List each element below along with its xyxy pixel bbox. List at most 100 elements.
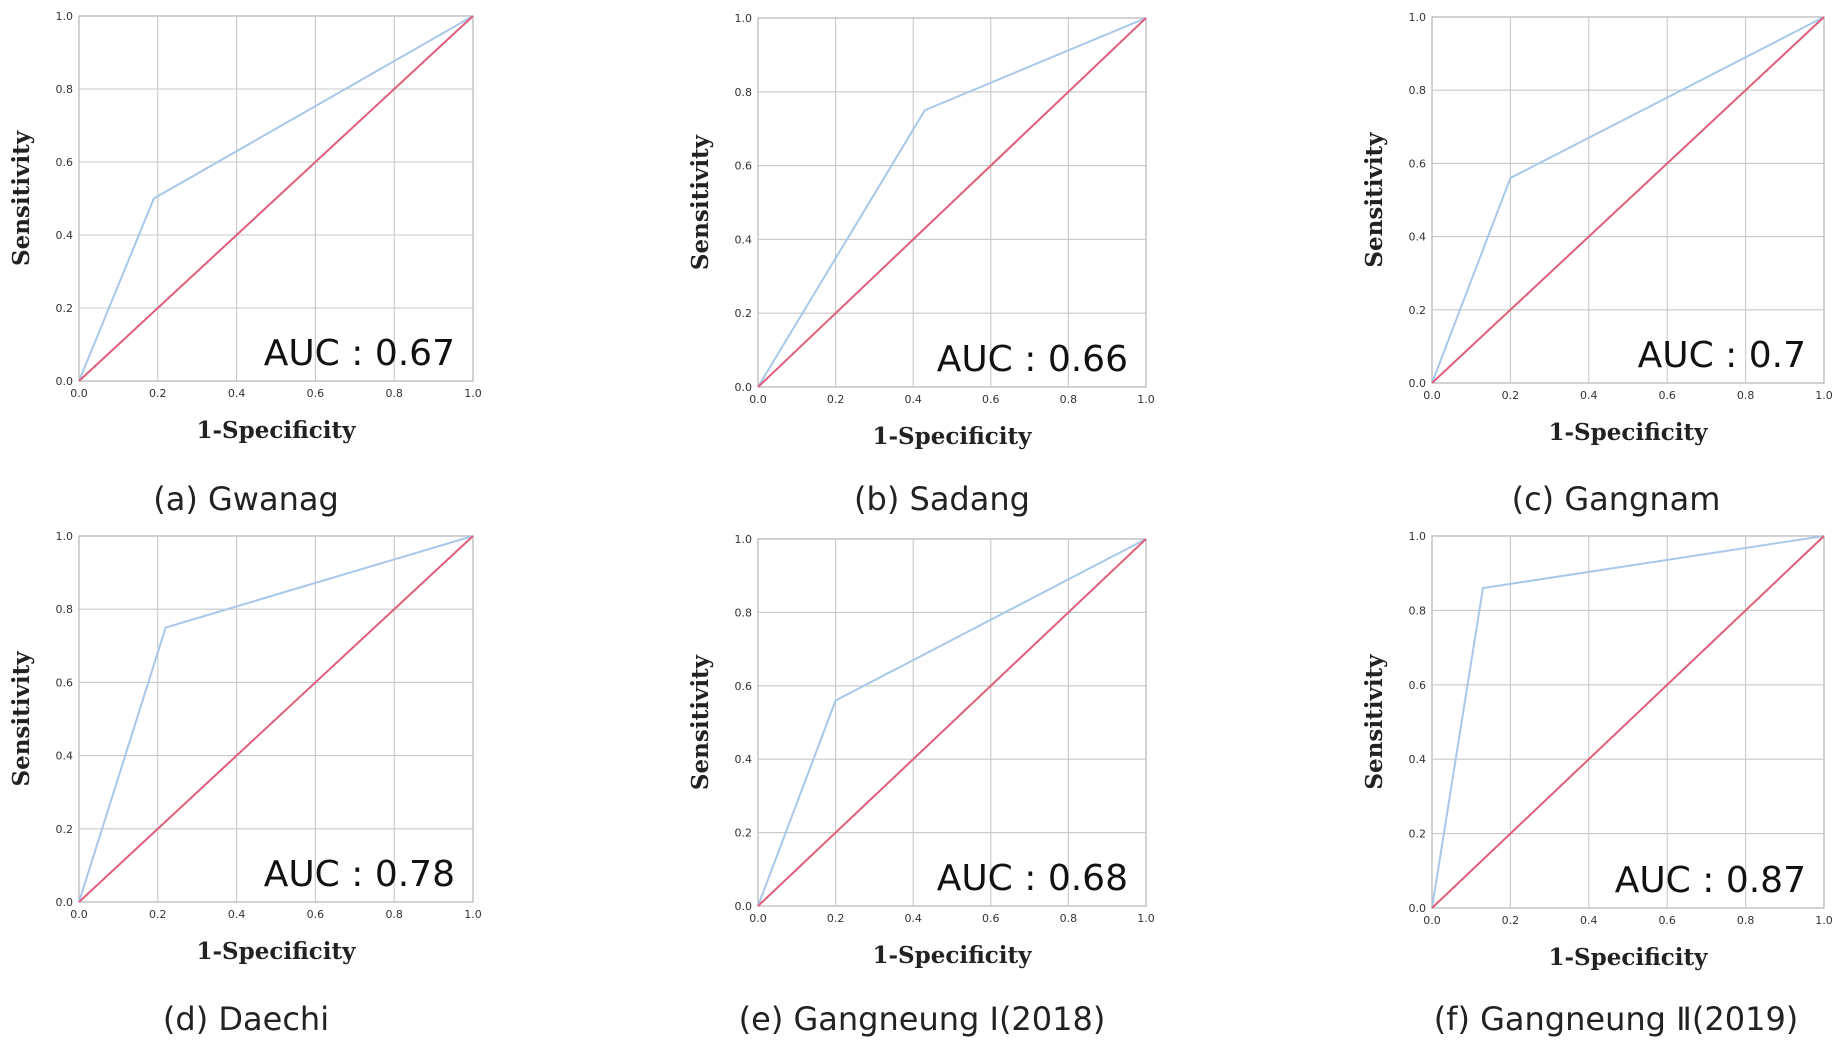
roc-curve-line xyxy=(1431,16,1825,384)
y-tick-label: 0.4 xyxy=(56,229,74,242)
auc-annotation: AUC : 0.78 xyxy=(264,854,455,895)
y-tick-label: 1.0 xyxy=(735,533,753,546)
y-tick-label: 0.6 xyxy=(1409,157,1427,170)
y-axis-label: Sensitivity xyxy=(1361,132,1388,268)
reference-diagonal-line xyxy=(1431,16,1825,384)
y-axis-label: Sensitivity xyxy=(687,134,714,270)
y-tick-label: 0.2 xyxy=(1409,304,1427,317)
y-tick-label: 0.6 xyxy=(735,680,753,693)
y-tick-label: 0.0 xyxy=(56,375,74,388)
y-tick-label: 0.8 xyxy=(735,606,753,619)
panel-caption: (d) Daechi xyxy=(163,1000,329,1038)
auc-annotation: AUC : 0.7 xyxy=(1638,335,1806,376)
y-tick-label: 0.2 xyxy=(56,302,74,315)
y-tick-label: 1.0 xyxy=(56,10,74,23)
y-tick-label: 1.0 xyxy=(735,12,753,25)
y-tick-label: 0.2 xyxy=(1409,828,1427,841)
roc-curve-line xyxy=(78,535,474,903)
y-tick-label: 0.2 xyxy=(735,827,753,840)
roc-panel: 0.00.0 0.2 0.2 0.4 0.4 0.6 0.6 0.8 0.8 1.0 1.0 1-Sp… xyxy=(687,533,1155,1038)
y-tick-label: 0.8 xyxy=(1409,604,1427,617)
roc-panel: 0.00.0 0.2 0.2 0.4 0.4 0.6 0.6 0.8 0.8 1.0 1.0 1-Sp… xyxy=(8,10,482,518)
y-tick-label: 0.2 xyxy=(735,307,753,320)
y-tick-label: 0.2 xyxy=(56,823,74,836)
x-tick-label: 0.4 xyxy=(1580,389,1598,402)
x-tick-label: 0.0 xyxy=(749,912,767,925)
reference-diagonal-line xyxy=(78,535,474,903)
x-tick-label: 1.0 xyxy=(1815,389,1833,402)
x-tick-label: 0.6 xyxy=(982,393,1000,406)
y-tick-label: 0.0 xyxy=(1409,377,1427,390)
roc-panel: 0.00.0 0.2 0.2 0.4 0.4 0.6 0.6 0.8 0.8 1.0 1.0 1-Sp… xyxy=(687,12,1155,518)
panel-caption: (c) Gangnam xyxy=(1512,480,1721,518)
x-tick-label: 0.2 xyxy=(149,908,167,921)
auc-annotation: AUC : 0.87 xyxy=(1615,860,1806,901)
x-tick-label: 0.2 xyxy=(149,387,167,400)
x-tick-label: 0.6 xyxy=(982,912,1000,925)
y-tick-label: 0.0 xyxy=(735,900,753,913)
panel-caption: (a) Gwanag xyxy=(153,480,339,518)
y-tick-label: 0.8 xyxy=(1409,84,1427,97)
x-axis-label: 1-Specificity xyxy=(196,417,356,444)
x-tick-label: 0.8 xyxy=(1737,389,1755,402)
x-tick-label: 0.8 xyxy=(1737,914,1755,927)
x-tick-label: 1.0 xyxy=(1137,393,1155,406)
y-tick-label: 0.6 xyxy=(56,156,74,169)
y-axis-label: Sensitivity xyxy=(8,130,35,266)
x-axis-label: 1-Specificity xyxy=(1548,419,1708,446)
auc-annotation: AUC : 0.67 xyxy=(264,333,455,374)
y-tick-label: 1.0 xyxy=(56,530,74,543)
roc-curve-line xyxy=(1431,535,1825,909)
reference-diagonal-line xyxy=(757,17,1147,388)
y-tick-label: 0.4 xyxy=(1409,231,1427,244)
x-tick-label: 0.8 xyxy=(1060,393,1078,406)
x-tick-label: 1.0 xyxy=(1815,914,1833,927)
x-tick-label: 0.0 xyxy=(1423,914,1441,927)
roc-panel: 0.00.0 0.2 0.2 0.4 0.4 0.6 0.6 0.8 0.8 1.0 1.0 1-Sp… xyxy=(1361,11,1833,518)
x-tick-label: 0.4 xyxy=(904,912,922,925)
y-tick-label: 0.8 xyxy=(56,83,74,96)
y-tick-label: 0.4 xyxy=(735,753,753,766)
x-tick-label: 0.8 xyxy=(385,387,403,400)
roc-curve-line xyxy=(757,17,1147,388)
reference-diagonal-line xyxy=(1431,535,1825,909)
auc-annotation: AUC : 0.68 xyxy=(937,858,1128,899)
x-tick-label: 0.2 xyxy=(1502,389,1520,402)
x-tick-label: 0.0 xyxy=(70,387,88,400)
x-tick-label: 0.4 xyxy=(228,908,246,921)
x-tick-label: 1.0 xyxy=(464,908,482,921)
x-tick-label: 0.0 xyxy=(749,393,767,406)
x-tick-label: 0.0 xyxy=(1423,389,1441,402)
roc-curve-line xyxy=(757,538,1147,907)
panel-caption: (e) Gangneung Ⅰ(2018) xyxy=(739,1000,1106,1038)
x-axis-label: 1-Specificity xyxy=(872,942,1032,969)
y-tick-label: 0.0 xyxy=(1409,902,1427,915)
y-axis-label: Sensitivity xyxy=(1361,654,1388,790)
x-tick-label: 0.6 xyxy=(1658,389,1676,402)
x-tick-label: 0.2 xyxy=(1502,914,1520,927)
panel-caption: (f) Gangneung Ⅱ(2019) xyxy=(1434,1000,1799,1038)
x-tick-label: 0.0 xyxy=(70,908,88,921)
y-tick-label: 0.0 xyxy=(735,381,753,394)
x-axis-label: 1-Specificity xyxy=(196,938,356,965)
auc-annotation: AUC : 0.66 xyxy=(937,339,1128,380)
x-tick-label: 0.6 xyxy=(307,908,325,921)
y-tick-label: 0.6 xyxy=(56,676,74,689)
reference-diagonal-line xyxy=(78,15,474,382)
x-tick-label: 0.4 xyxy=(1580,914,1598,927)
x-tick-label: 1.0 xyxy=(1137,912,1155,925)
roc-panel: 0.00.0 0.2 0.2 0.4 0.4 0.6 0.6 0.8 0.8 1.0 1.0 1-Sp… xyxy=(8,530,482,1038)
x-tick-label: 0.2 xyxy=(827,393,845,406)
y-tick-label: 1.0 xyxy=(1409,11,1427,24)
x-axis-label: 1-Specificity xyxy=(1548,944,1708,971)
y-tick-label: 0.0 xyxy=(56,896,74,909)
x-tick-label: 0.8 xyxy=(385,908,403,921)
y-tick-label: 0.4 xyxy=(56,750,74,763)
roc-panel: 0.00.0 0.2 0.2 0.4 0.4 0.6 0.6 0.8 0.8 1.0 1.0 1-Sp… xyxy=(1361,530,1833,1038)
roc-curve-line xyxy=(78,15,474,382)
x-tick-label: 0.8 xyxy=(1060,912,1078,925)
panel-caption: (b) Sadang xyxy=(854,480,1030,518)
x-tick-label: 0.6 xyxy=(307,387,325,400)
